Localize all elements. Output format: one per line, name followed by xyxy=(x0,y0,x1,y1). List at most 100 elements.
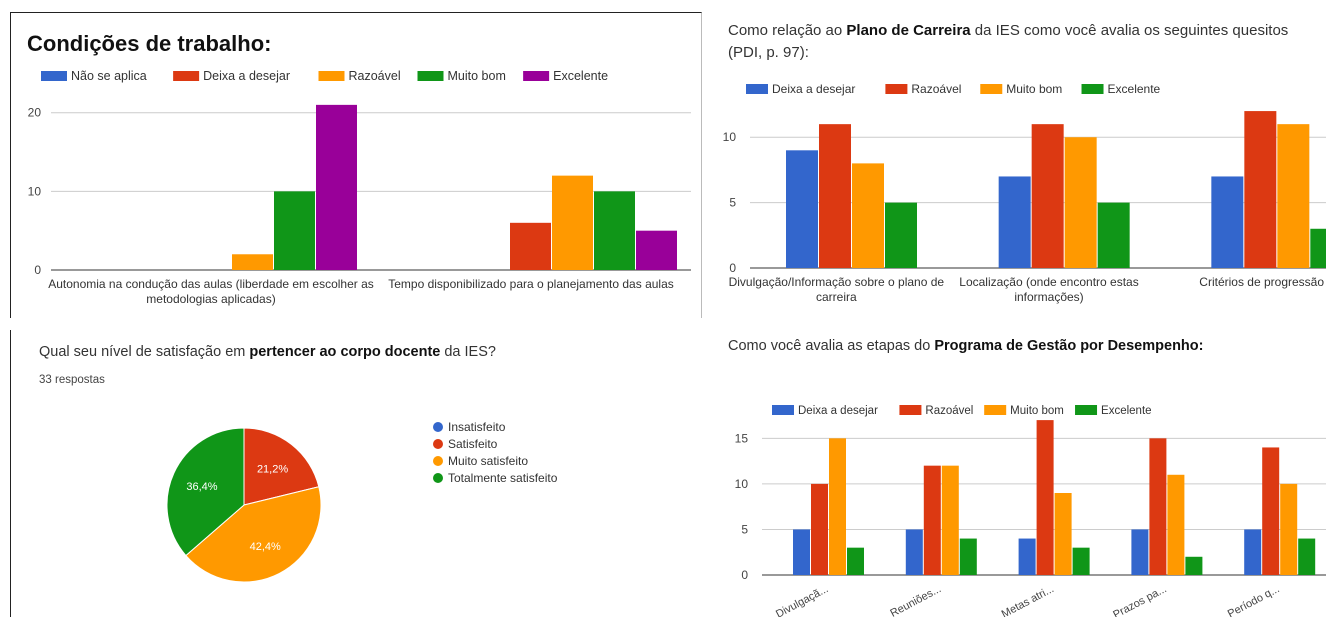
title-pre: Qual seu nível de satisfação em xyxy=(39,344,250,360)
legend-swatch xyxy=(173,71,200,81)
legend-label: Razoável xyxy=(911,82,961,96)
bar xyxy=(923,465,941,575)
bar xyxy=(1018,538,1036,575)
x-category-label: informações) xyxy=(1014,290,1083,304)
legend-item: Muito satisfeito xyxy=(433,452,557,469)
bar xyxy=(959,538,977,575)
x-category-label: carreira xyxy=(816,290,857,304)
y-tick-label: 10 xyxy=(735,477,749,491)
bar xyxy=(1167,474,1185,575)
bar xyxy=(1298,538,1316,575)
bar xyxy=(1244,111,1277,268)
bar xyxy=(852,163,884,268)
legend-label: Deixa a desejar xyxy=(798,405,878,417)
legend-label: Razoável xyxy=(349,69,401,83)
legend-label: Excelente xyxy=(1101,405,1152,417)
legend-label: Muito satisfeito xyxy=(448,453,529,468)
y-tick-label: 10 xyxy=(723,130,737,144)
bar xyxy=(1031,124,1064,269)
y-tick-label: 0 xyxy=(741,568,748,582)
x-category-label: metodologias aplicadas) xyxy=(146,292,275,306)
bar xyxy=(1280,483,1298,575)
x-category-label: Divulgaçã... xyxy=(774,583,830,617)
legend-swatch xyxy=(318,71,345,81)
legend-swatch xyxy=(984,405,1007,415)
response-count: 33 respostas xyxy=(39,374,105,386)
bar xyxy=(847,547,864,575)
y-tick-label: 20 xyxy=(28,106,42,120)
pie-slice xyxy=(166,427,245,557)
legend-dot xyxy=(433,472,443,483)
bar xyxy=(885,202,917,268)
legend-label: Totalmente satisfeito xyxy=(448,470,558,485)
legend-dot xyxy=(433,421,443,432)
bar xyxy=(1036,420,1054,575)
title-bold: Plano de Carreira xyxy=(846,22,971,39)
legend-label: Não se aplica xyxy=(71,69,147,83)
title-pre: Como relação ao xyxy=(728,22,847,39)
x-category-label: Metas atri... xyxy=(1000,583,1056,617)
y-tick-label: 0 xyxy=(34,263,41,277)
pie-slice xyxy=(185,486,322,583)
bar xyxy=(316,104,357,270)
panel-career-plan: Como relação ao Plano de Carreira da IES… xyxy=(712,12,1326,312)
bar xyxy=(998,176,1031,268)
legend-dot xyxy=(433,455,443,466)
legend-swatch xyxy=(417,71,444,81)
bar xyxy=(510,222,551,270)
pie-slice-label: 36,4% xyxy=(186,481,217,493)
pie-slice-label: 21,2% xyxy=(257,464,288,476)
satisfaction-pie: 21,2% 42,4% 36,4% xyxy=(166,427,322,583)
title-bold: pertencer ao corpo docente xyxy=(249,344,441,360)
chart-title: Como você avalia as etapas do Programa d… xyxy=(728,338,1203,354)
y-tick-label: 15 xyxy=(735,431,749,445)
legend-swatch xyxy=(1081,84,1104,94)
legend-label: Muito bom xyxy=(1006,82,1062,96)
bar xyxy=(1131,529,1149,575)
legend-label: Satisfeito xyxy=(448,436,498,451)
bar xyxy=(793,529,810,575)
bar xyxy=(941,465,959,575)
panel-satisfaction: Qual seu nível de satisfação em pertence… xyxy=(10,330,701,617)
bar xyxy=(1244,529,1262,575)
x-category-label: Divulgação/Informação sobre o plano de xyxy=(729,275,945,289)
bar xyxy=(786,150,818,268)
panel-working-conditions: Condições de trabalho: Não se aplica Deix… xyxy=(10,12,702,318)
legend-label: Razoável xyxy=(925,405,973,417)
chart-title: Condições de trabalho: xyxy=(27,31,272,56)
performance-program-chart: Deixa a desejar Razoável Muito bom Excelent… xyxy=(735,405,1326,617)
legend-label: Muito bom xyxy=(448,69,506,83)
legend-swatch xyxy=(746,84,768,94)
legend-label: Deixa a desejar xyxy=(203,69,290,83)
bar xyxy=(1064,137,1097,268)
title-pre: Como você avalia as etapas do xyxy=(728,338,935,354)
title-post: da IES como você avalia os seguintes que… xyxy=(728,22,1289,61)
x-category-label: Período q... xyxy=(1226,583,1282,617)
legend-label: Excelente xyxy=(553,69,608,83)
legend-label: Excelente xyxy=(1108,82,1161,96)
legend-swatch xyxy=(885,84,908,94)
x-category-label: Autonomia na condução das aulas (liberda… xyxy=(48,277,374,291)
bar xyxy=(905,529,923,575)
legend-item: Totalmente satisfeito xyxy=(433,469,557,486)
y-tick-label: 5 xyxy=(741,522,748,536)
bar xyxy=(1054,493,1072,575)
chart-title: Como relação ao Plano de Carreira da IES… xyxy=(728,20,1308,64)
chart-title: Qual seu nível de satisfação em pertence… xyxy=(39,344,496,360)
bar xyxy=(274,191,315,270)
x-category-label: Prazos pa... xyxy=(1111,583,1168,617)
bar xyxy=(1211,176,1244,268)
x-category-label: Localização (onde encontro estas xyxy=(959,275,1138,289)
panel-performance-program: Como você avalia as etapas do Programa d… xyxy=(712,325,1326,617)
pie-slice xyxy=(243,427,320,506)
legend-item: Insatisfeito xyxy=(433,418,557,435)
x-category-label: Reuniões... xyxy=(888,583,943,617)
bar xyxy=(594,191,635,270)
pie-slice-label: 42,4% xyxy=(250,541,281,553)
bar xyxy=(829,438,846,575)
bar xyxy=(1277,124,1310,269)
title-post: da IES? xyxy=(440,344,496,360)
y-tick-label: 10 xyxy=(28,184,42,198)
legend-item: Satisfeito xyxy=(433,435,557,452)
legend-label: Muito bom xyxy=(1010,405,1064,417)
